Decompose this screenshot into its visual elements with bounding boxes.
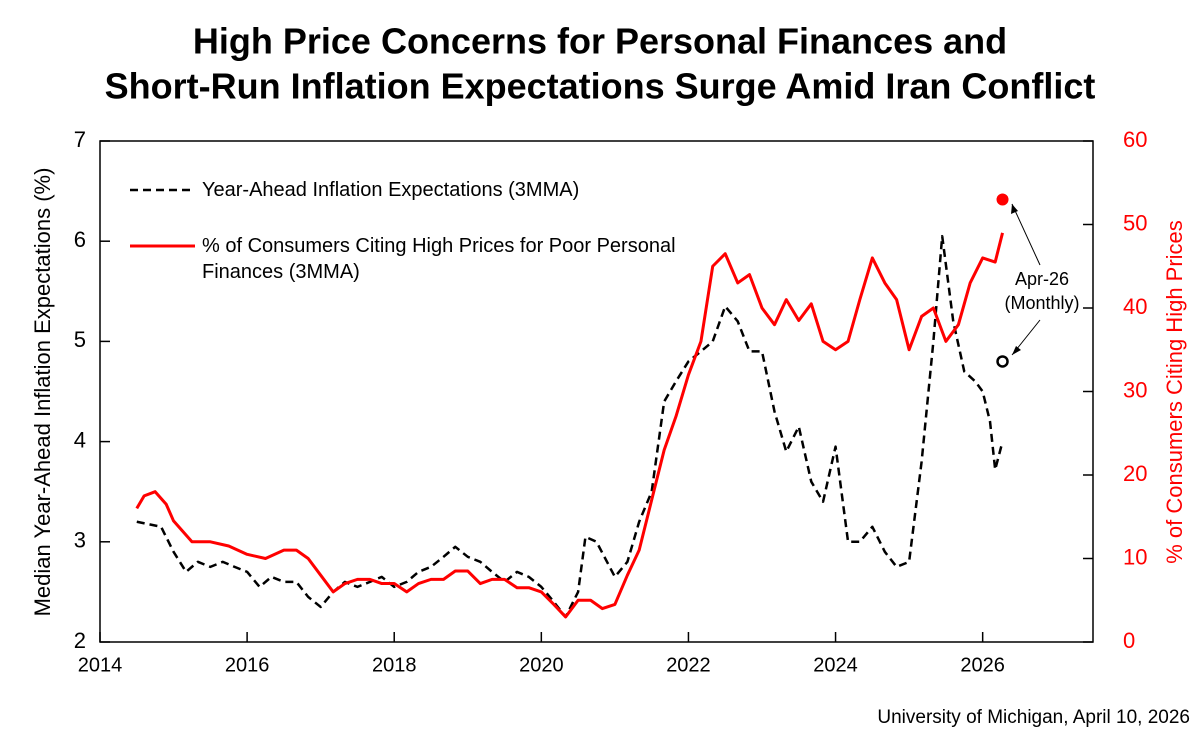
x-tick-label: 2020 bbox=[519, 654, 564, 676]
annotation-arrow-head bbox=[1012, 346, 1021, 355]
y2-tick-label: 30 bbox=[1123, 377, 1147, 402]
series-line bbox=[135, 232, 1004, 619]
x-tick-label: 2024 bbox=[813, 654, 858, 676]
y-tick-label: 2 bbox=[74, 628, 86, 653]
x-tick-label: 2022 bbox=[666, 654, 711, 676]
legend-entry: Year-Ahead Inflation Expectations (3MMA) bbox=[202, 179, 580, 201]
series-line bbox=[136, 234, 1004, 619]
x-tick-label: 2016 bbox=[225, 654, 270, 676]
y-tick-label: 6 bbox=[74, 227, 86, 252]
source-note: University of Michigan, April 10, 2026 bbox=[877, 707, 1190, 728]
y2-tick-label: 50 bbox=[1123, 210, 1147, 235]
x-tick-label: 2018 bbox=[372, 654, 417, 676]
y2-axis-label: % of Consumers Citing High Prices bbox=[1162, 220, 1187, 564]
monthly-point bbox=[996, 355, 1009, 368]
annotation-arrow bbox=[1011, 203, 1041, 266]
y-axis-label: Median Year-Ahead Inflation Expectations… bbox=[30, 168, 55, 617]
monthly-point bbox=[996, 193, 1009, 206]
chart-title: Short-Run Inflation Expectations Surge A… bbox=[105, 66, 1096, 107]
x-tick-label: 2014 bbox=[78, 654, 123, 676]
y2-tick-label: 40 bbox=[1123, 294, 1147, 319]
y-tick-label: 5 bbox=[74, 327, 86, 352]
y-tick-label: 7 bbox=[74, 127, 86, 152]
annotation: Apr-26 bbox=[1015, 269, 1069, 289]
chart-title: High Price Concerns for Personal Finance… bbox=[193, 21, 1007, 62]
x-tick-label: 2026 bbox=[960, 654, 1005, 676]
y2-tick-label: 60 bbox=[1123, 127, 1147, 152]
annotation: (Monthly) bbox=[1004, 293, 1079, 313]
y2-tick-label: 20 bbox=[1123, 461, 1147, 486]
y-tick-label: 4 bbox=[74, 427, 86, 452]
y2-tick-label: 0 bbox=[1123, 628, 1135, 653]
annotation-arrow-head bbox=[1011, 204, 1018, 214]
y2-tick-label: 10 bbox=[1123, 544, 1147, 569]
plot-frame bbox=[99, 140, 1094, 643]
y-tick-label: 3 bbox=[74, 528, 86, 553]
legend-entry: % of Consumers Citing High Prices for Po… bbox=[202, 235, 676, 283]
